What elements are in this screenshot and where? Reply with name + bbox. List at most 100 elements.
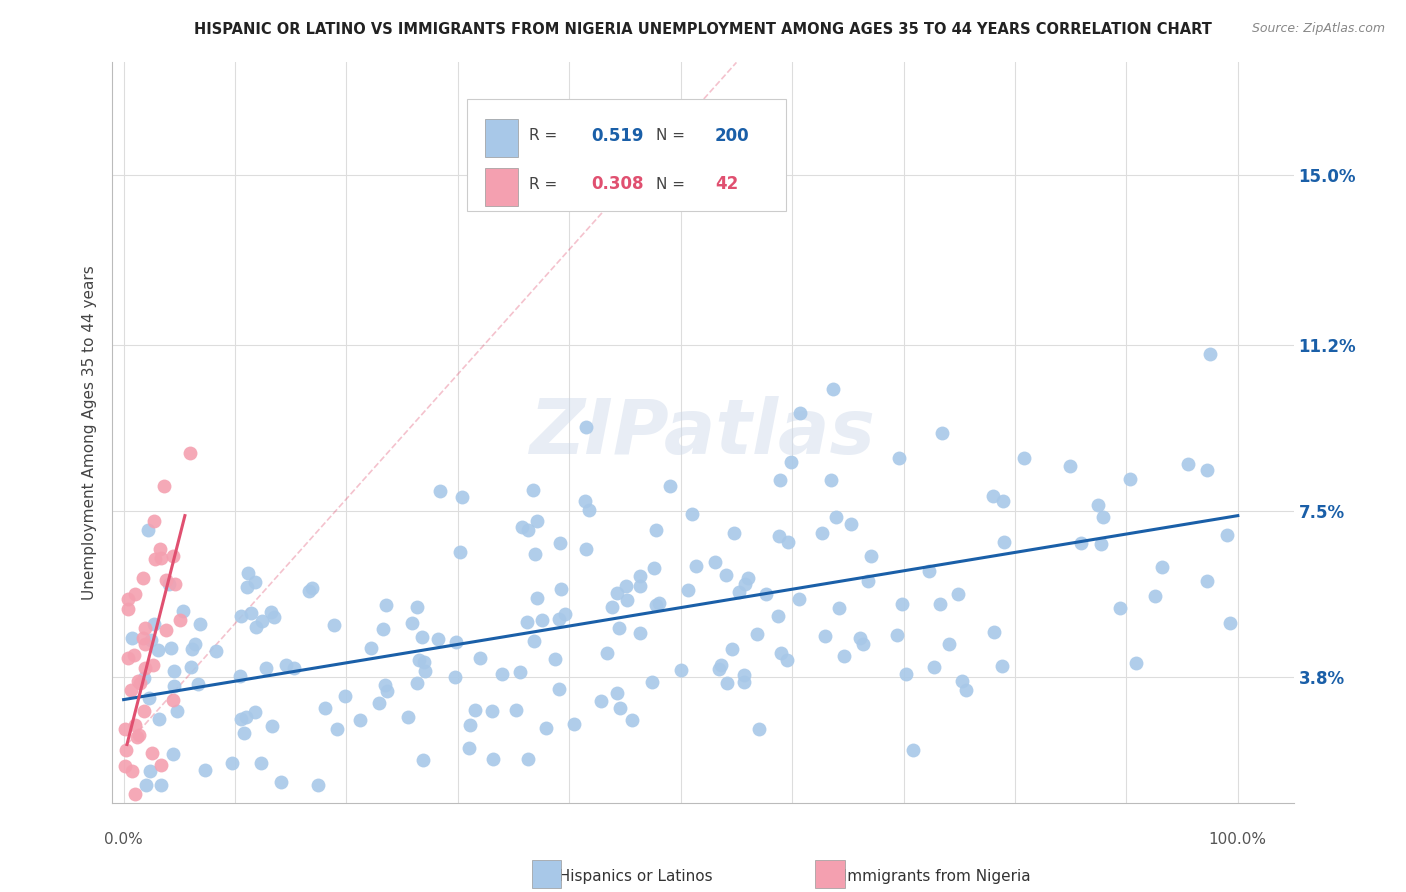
Point [703, 555, 725, 569]
Text: 42: 42 [714, 176, 738, 194]
Point [163, 664, 186, 678]
Point [240, 606, 263, 620]
Point [143, 515, 166, 529]
Point [153, 479, 176, 493]
Point [325, 722, 347, 736]
Point [114, 838, 136, 853]
Point [235, 580, 257, 594]
Text: R =: R = [530, 177, 558, 192]
Point [516, 752, 538, 766]
Point [183, 637, 205, 651]
Point [1199, 347, 1222, 361]
Point [769, 473, 792, 487]
Point [373, 622, 395, 636]
Point [707, 661, 730, 675]
Point [138, 690, 160, 705]
Point [134, 637, 156, 651]
Point [628, 626, 651, 640]
Point [245, 620, 267, 634]
Point [554, 607, 576, 621]
Point [886, 628, 908, 642]
Text: HISPANIC OR LATINO VS IMMIGRANTS FROM NIGERIA UNEMPLOYMENT AMONG AGES 35 TO 44 Y: HISPANIC OR LATINO VS IMMIGRANTS FROM NI… [194, 22, 1212, 37]
Point [124, 804, 146, 818]
Point [858, 574, 880, 588]
Text: 0.519: 0.519 [591, 127, 644, 145]
Text: Hispanics or Latinos: Hispanics or Latinos [550, 870, 713, 884]
Point [112, 860, 135, 874]
Point [928, 597, 950, 611]
Point [155, 624, 177, 638]
Point [827, 601, 849, 615]
Point [728, 585, 751, 599]
Point [283, 661, 305, 675]
Point [531, 613, 554, 627]
Point [931, 426, 953, 441]
Text: Immigrants from Nigeria: Immigrants from Nigeria [832, 870, 1031, 884]
Point [449, 545, 471, 559]
Text: 0.0%: 0.0% [104, 832, 143, 847]
Point [644, 599, 666, 613]
Point [720, 642, 742, 657]
Point [716, 676, 738, 690]
Point [132, 704, 155, 718]
Point [641, 675, 664, 690]
Point [127, 674, 149, 689]
Text: Source: ZipAtlas.com: Source: ZipAtlas.com [1251, 22, 1385, 36]
Point [254, 661, 277, 675]
Point [117, 592, 139, 607]
Point [146, 643, 169, 657]
Point [360, 640, 382, 655]
Point [468, 650, 491, 665]
Point [849, 631, 872, 645]
Point [723, 525, 745, 540]
Point [614, 579, 637, 593]
Point [1177, 457, 1199, 471]
Point [368, 696, 391, 710]
Point [1087, 499, 1109, 513]
Point [243, 705, 266, 719]
Point [132, 819, 155, 833]
Point [491, 667, 513, 681]
Point [993, 534, 1015, 549]
Point [990, 658, 1012, 673]
Point [606, 686, 628, 700]
Point [955, 683, 977, 698]
Point [187, 677, 209, 691]
Point [918, 565, 941, 579]
Point [547, 681, 569, 696]
Point [270, 774, 292, 789]
Point [505, 703, 527, 717]
Point [374, 598, 396, 612]
Point [839, 516, 862, 531]
Point [616, 592, 638, 607]
Point [789, 406, 811, 420]
Point [676, 582, 699, 597]
Point [444, 670, 467, 684]
Point [179, 445, 201, 459]
Point [983, 625, 1005, 640]
Point [681, 507, 703, 521]
Point [852, 637, 875, 651]
Point [1090, 537, 1112, 551]
Point [307, 778, 329, 792]
Point [621, 713, 644, 727]
Point [117, 651, 139, 665]
Point [333, 689, 356, 703]
Point [574, 494, 596, 508]
Point [575, 542, 598, 557]
Point [814, 629, 837, 643]
Point [1219, 616, 1241, 631]
Point [115, 808, 138, 822]
Point [132, 631, 155, 645]
Point [776, 653, 799, 667]
Point [401, 616, 423, 631]
Point [991, 493, 1014, 508]
Point [450, 490, 472, 504]
Point [628, 579, 651, 593]
Point [737, 571, 759, 585]
Point [458, 740, 481, 755]
Point [522, 483, 544, 497]
Point [169, 613, 191, 627]
Point [235, 709, 257, 723]
Point [114, 759, 136, 773]
